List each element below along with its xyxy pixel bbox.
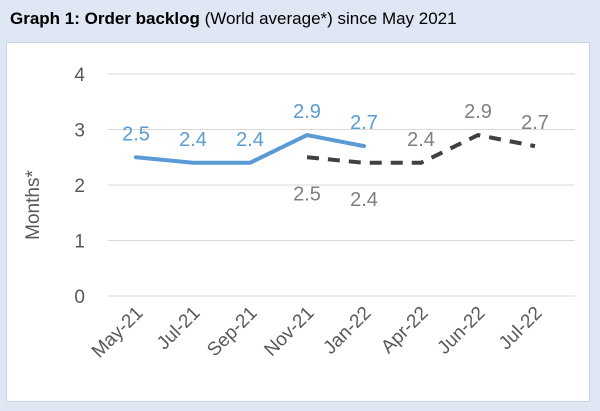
dashed-series-line [306, 133, 536, 165]
solid-data-label: 2.4 [179, 129, 207, 151]
dashed-data-label: 2.7 [521, 112, 549, 134]
data-labels: 2.5 2.4 2.4 2.9 2.7 2.5 2.4 2.4 2.9 2.7 [122, 101, 549, 211]
chart-title: Graph 1: Order backlog [10, 9, 200, 28]
chart-subtitle: (World average*) since May 2021 [204, 9, 457, 28]
y-tick-label: 1 [74, 232, 85, 253]
dashed-data-label: 2.4 [350, 189, 378, 211]
solid-series-line [134, 133, 366, 165]
solid-data-label: 2.7 [350, 112, 378, 134]
gridlines [108, 73, 575, 297]
x-tick-label: Jul-21 [153, 303, 204, 354]
x-tick-label: Apr-22 [377, 303, 432, 358]
x-tick-label: Jan-22 [320, 303, 376, 359]
y-tick-label: 4 [74, 65, 85, 86]
x-tick-label: May-21 [88, 303, 148, 363]
y-tick-label: 2 [74, 176, 85, 197]
solid-data-label: 2.9 [293, 101, 321, 123]
y-axis-label: Months* [23, 170, 44, 240]
chart-header: Graph 1: Order backlog (World average*) … [10, 9, 457, 29]
dashed-data-label: 2.4 [407, 129, 435, 151]
plot-panel [6, 42, 590, 402]
y-tick-label: 0 [74, 287, 85, 308]
y-axis-ticks: 0 1 2 3 4 [74, 65, 85, 308]
dashed-data-label: 2.5 [293, 183, 321, 205]
solid-data-label: 2.4 [236, 129, 264, 151]
x-tick-label: Sep-21 [203, 303, 261, 361]
series-lines [134, 133, 536, 165]
y-tick-label: 3 [74, 121, 85, 142]
x-tick-label: Jul-22 [495, 303, 546, 354]
solid-data-label: 2.5 [122, 123, 150, 145]
dashed-data-label: 2.9 [464, 101, 492, 123]
x-tick-label: Jun-22 [434, 303, 490, 359]
x-tick-label: Nov-21 [260, 303, 318, 361]
